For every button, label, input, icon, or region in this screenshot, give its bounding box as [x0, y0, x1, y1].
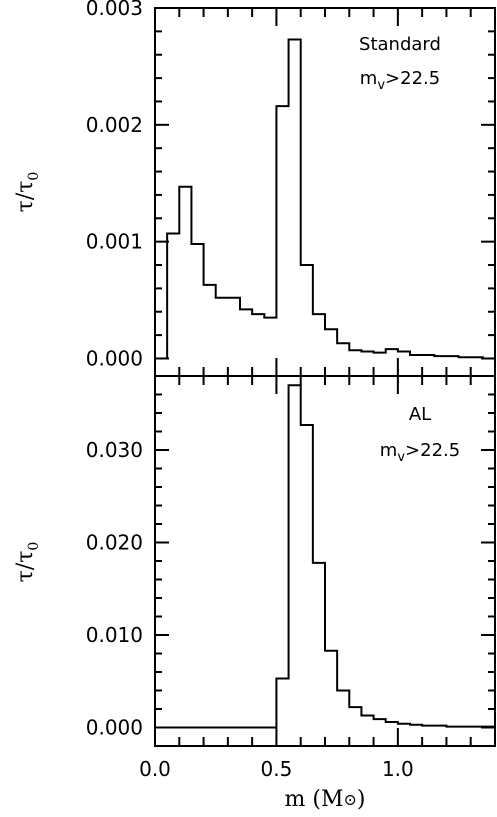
bottom-annotation-cut: mv>22.5: [380, 440, 460, 465]
bottom-y-tick-label: 0.000: [86, 716, 143, 740]
bottom-panel: 0.000 0.010 0.020 0.030 0.0 0.5 1.0 τ/τ0 AL m…: [13, 375, 496, 812]
top-y-tick-label: 0.000: [86, 346, 143, 370]
x-tick-label: 0.0: [139, 757, 171, 781]
bottom-y-tick-label: 0.010: [86, 623, 143, 647]
bottom-ticks: [154, 375, 496, 746]
top-y-axis-label: τ/τ0: [13, 172, 42, 213]
bottom-plot-frame: [154, 375, 496, 747]
x-tick-label: 0.5: [261, 757, 293, 781]
bottom-annotation-model: AL: [409, 404, 431, 425]
bottom-x-tick-labels: 0.0 0.5 1.0: [139, 757, 414, 781]
top-y-tick-label: 0.003: [86, 0, 143, 20]
x-axis-label: m (M⊙): [285, 787, 366, 812]
top-y-tick-labels: 0.000 0.001 0.002 0.003: [86, 0, 143, 370]
top-panel: 0.000 0.001 0.002 0.003 τ/τ0 Standard mv>22…: [13, 0, 496, 377]
bottom-histogram: [155, 384, 495, 729]
bottom-y-axis-label: τ/τ0: [13, 542, 42, 583]
top-annotation-model: Standard: [359, 34, 441, 55]
bottom-y-tick-label: 0.030: [86, 438, 143, 462]
bottom-y-tick-labels: 0.000 0.010 0.020 0.030: [86, 438, 143, 740]
top-y-tick-label: 0.001: [86, 230, 143, 254]
x-tick-label: 1.0: [382, 757, 414, 781]
bottom-y-tick-label: 0.020: [86, 531, 143, 555]
top-histogram: [155, 38, 495, 360]
top-annotation-cut: mv>22.5: [360, 68, 440, 93]
top-y-tick-label: 0.002: [86, 113, 143, 137]
top-ticks: [154, 7, 496, 376]
